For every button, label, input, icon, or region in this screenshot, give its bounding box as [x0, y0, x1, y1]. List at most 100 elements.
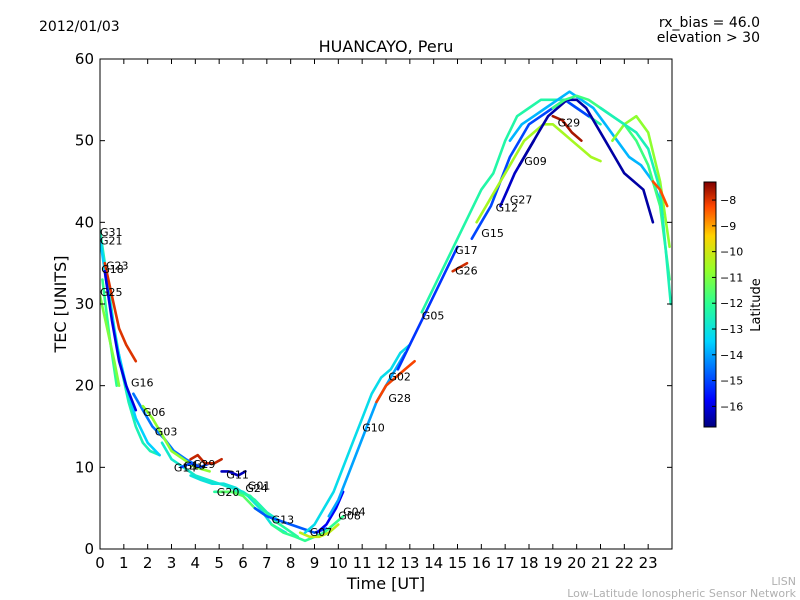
- series-label: G07: [310, 526, 333, 539]
- x-tick-label: 7: [262, 554, 272, 572]
- plot-area: [100, 59, 672, 549]
- footer-org-short: LISN: [771, 575, 796, 588]
- colorbar-tick-label: −14: [720, 349, 743, 362]
- colorbar-ticks: −8 −9 −10 −11 −12 −13 −14 −15 −16: [712, 194, 743, 413]
- x-tick-label: 14: [424, 554, 443, 572]
- series-label: G09: [524, 155, 547, 168]
- series-g16: [103, 270, 138, 412]
- series-g29b: [551, 114, 583, 142]
- series-g05: [396, 245, 459, 371]
- x-tick-label: 16: [472, 554, 491, 572]
- chart-title: HUANCAYO, Peru: [319, 37, 454, 56]
- series-g07: [270, 515, 345, 543]
- series-label: G31: [100, 226, 123, 239]
- x-tick-label: 23: [639, 554, 658, 572]
- series-label: G08: [338, 510, 361, 523]
- x-tick-label: 8: [286, 554, 296, 572]
- colorbar-label: Latitude: [749, 278, 764, 332]
- x-tick-label: 18: [519, 554, 538, 572]
- series-g23: [103, 261, 138, 363]
- x-tick-label: 19: [543, 554, 562, 572]
- x-tick-label: 20: [567, 554, 586, 572]
- colorbar-tick-label: −15: [720, 375, 743, 388]
- x-tick-label: 10: [329, 554, 348, 572]
- series-label-layer: G31G21G23G18G25G16G06G03G14G19G29G11G01G…: [100, 117, 580, 539]
- x-axis: 0 1 2 3 4 5 6 7 8 9 10 11 12 13 14 15 16 17 18 19 20 21 22 23: [95, 59, 658, 572]
- series-label: G20: [217, 486, 240, 499]
- x-tick-label: 9: [310, 554, 320, 572]
- x-tick-label: 13: [400, 554, 419, 572]
- series-label: G06: [143, 406, 166, 419]
- x-tick-label: 11: [353, 554, 372, 572]
- series-layer: [100, 90, 672, 543]
- colorbar: [703, 181, 717, 428]
- series-label: G19: [183, 460, 206, 473]
- footer-org-long: Low-Latitude Ionospheric Sensor Network: [567, 587, 796, 600]
- series-label: G28: [388, 392, 411, 405]
- y-tick-label: 10: [75, 458, 94, 476]
- series-label: G02: [388, 371, 411, 384]
- elevation-label: elevation > 30: [656, 30, 760, 46]
- y-tick-label: 20: [75, 377, 94, 395]
- series-g08: [298, 523, 340, 539]
- y-axis: 0 10 20 30 40 50 60: [75, 50, 672, 558]
- series-label: G24: [245, 482, 268, 495]
- series-g19: [179, 462, 211, 469]
- series-label: G12: [496, 202, 519, 215]
- series-g09: [518, 98, 655, 224]
- series-g26: [451, 261, 469, 273]
- x-tick-label: 4: [191, 554, 201, 572]
- series-g11: [220, 470, 247, 477]
- series-label: G10: [362, 421, 385, 434]
- y-tick-label: 0: [84, 540, 94, 558]
- y-tick-label: 60: [75, 50, 94, 68]
- y-tick-label: 30: [75, 295, 94, 313]
- x-tick-label: 22: [615, 554, 634, 572]
- x-tick-label: 15: [448, 554, 467, 572]
- series-label: G01: [248, 479, 271, 492]
- series-g13: [253, 506, 328, 534]
- x-tick-label: 2: [143, 554, 153, 572]
- x-tick-label: 1: [119, 554, 129, 572]
- series-label: G17: [455, 244, 478, 257]
- series-label: G26: [455, 265, 478, 278]
- series-label: G16: [131, 376, 154, 389]
- x-tick-label: 6: [238, 554, 248, 572]
- colorbar-tick-label: −13: [720, 323, 743, 336]
- y-tick-label: 50: [75, 132, 94, 150]
- series-g30: [508, 90, 667, 216]
- series-label: G11: [226, 469, 249, 482]
- colorbar-tick-label: −12: [720, 297, 743, 310]
- series-label: G21: [100, 234, 123, 247]
- x-tick-label: 17: [496, 554, 515, 572]
- series-label: G29: [193, 458, 216, 471]
- series-g29: [189, 453, 223, 465]
- series-label: G29: [558, 117, 581, 130]
- x-tick-label: 5: [214, 554, 224, 572]
- colorbar-tick-label: −11: [720, 271, 743, 284]
- series-g25: [100, 294, 121, 387]
- series-g03: [141, 404, 211, 473]
- rx-bias-label: rx_bias = 46.0: [658, 15, 760, 31]
- x-tick-label: 0: [95, 554, 105, 572]
- series-g22b: [651, 180, 669, 208]
- colorbar-tick-label: −8: [720, 194, 736, 207]
- series-g02: [327, 351, 407, 518]
- series-g28: [375, 359, 416, 404]
- colorbar-tick-label: −9: [720, 220, 736, 233]
- x-tick-label: 3: [167, 554, 177, 572]
- x-axis-label: Time [UT]: [346, 574, 425, 593]
- series-label: G15: [481, 227, 504, 240]
- series-g20: [189, 474, 288, 534]
- series-label: G18: [101, 263, 124, 276]
- y-axis-label: TEC [UNITS]: [51, 256, 70, 354]
- date-label: 2012/01/03: [39, 19, 120, 35]
- series-label: G14: [174, 461, 197, 474]
- series-label: G04: [343, 505, 366, 518]
- series-label: G23: [106, 260, 129, 273]
- series-g10: [303, 343, 412, 534]
- series-label: G27: [510, 194, 533, 207]
- series-g12: [475, 123, 602, 224]
- series-label: G05: [422, 309, 445, 322]
